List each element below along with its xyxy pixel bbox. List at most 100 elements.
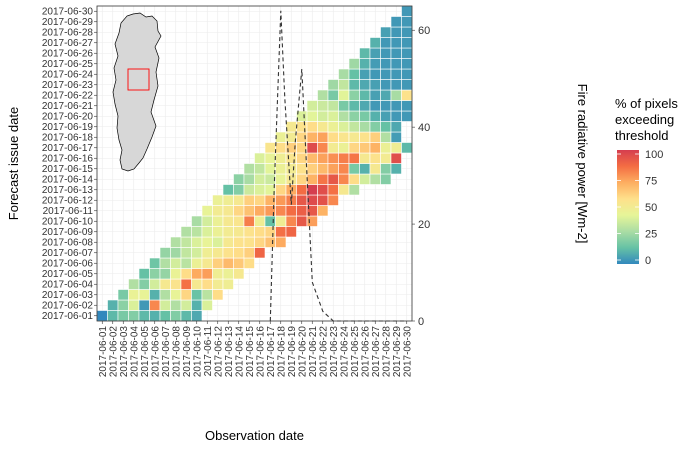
heatmap-cell [180,289,192,301]
heatmap-cell [380,110,392,122]
y-axis-title: Forecast issue date [6,107,21,220]
heatmap-cell [390,16,402,28]
heatmap-cell [317,100,329,112]
x-tick-label: 2017-06-06 [150,326,161,378]
heatmap-cell [222,278,234,290]
heatmap-cell [401,47,413,59]
heatmap-cell [296,163,308,175]
x-tick-label: 2017-06-28 [381,326,392,378]
heatmap-cell [243,163,255,175]
heatmap-cell [233,226,245,238]
heatmap-cell [369,152,381,164]
y2-tick-label: 40 [418,122,430,134]
heatmap-cell [390,58,402,70]
heatmap-cell [359,58,371,70]
heatmap-cell [369,89,381,101]
heatmap-cell [380,121,392,133]
heatmap-cell [380,58,392,70]
heatmap-cell [390,79,402,91]
heatmap-cell [233,173,245,185]
heatmap-cell [201,278,213,290]
heatmap-cell [359,47,371,59]
heatmap-cell [390,142,402,154]
heatmap-cell [201,236,213,248]
heatmap-cell [390,68,402,80]
heatmap-cell [201,247,213,259]
heatmap-cell [254,247,266,259]
heatmap-cell [306,184,318,196]
heatmap-cell [327,194,339,206]
y-tick-label: 2017-06-20 [42,112,94,123]
heatmap-cell [390,89,402,101]
heatmap-cell [306,110,318,122]
heatmap-cell [348,163,360,175]
heatmap-cell [327,173,339,185]
heatmap-cell [222,226,234,238]
heatmap-cell [327,142,339,154]
heatmap-cell [138,289,150,301]
heatmap-cell [222,184,234,196]
heatmap-cell [149,257,161,269]
heatmap-cell [390,110,402,122]
heatmap-cell [327,121,339,133]
x-tick-label: 2017-06-11 [203,326,214,377]
heatmap-cell [401,110,413,122]
heatmap-cell [243,247,255,259]
x-tick-label: 2017-06-12 [213,326,224,378]
heatmap-cell [348,110,360,122]
heatmap-cell [275,142,287,154]
heatmap-cell [212,257,224,269]
heatmap-cell [159,289,171,301]
x-tick-label: 2017-06-17 [266,326,277,378]
heatmap-cell [327,152,339,164]
heatmap-cell [390,163,402,175]
heatmap-cell [380,131,392,143]
heatmap-cell [380,26,392,38]
heatmap-cell [180,236,192,248]
heatmap-cell [369,131,381,143]
heatmap-cell [180,247,192,259]
heatmap-cell [390,100,402,112]
heatmap-cell [170,257,182,269]
heatmap-cell [285,205,297,217]
heatmap-cell [380,142,392,154]
heatmap-cell [359,110,371,122]
heatmap-cell [369,47,381,59]
heatmap-cell [317,110,329,122]
heatmap-cell [327,110,339,122]
heatmap-cell [348,68,360,80]
heatmap-cell [191,310,203,322]
y-tick-label: 2017-06-18 [42,133,94,144]
heatmap-cell [159,278,171,290]
heatmap-cell [338,79,350,91]
heatmap-cell [390,152,402,164]
y-tick-label: 2017-06-12 [42,196,94,207]
heatmap-cell [285,163,297,175]
y-tick-label: 2017-06-30 [42,7,94,18]
y-tick-label: 2017-06-07 [42,248,94,259]
heatmap-cell [296,152,308,164]
x-tick-label: 2017-06-21 [308,326,319,378]
heatmap-cell [275,194,287,206]
heatmap-cell [348,89,360,101]
heatmap-cell [359,152,371,164]
heatmap-cell [96,310,108,322]
heatmap-cell [107,310,119,322]
y-tick-label: 2017-06-10 [42,217,94,228]
legend-tick-label: 25 [645,229,657,241]
heatmap-cell [254,163,266,175]
heatmap-cell [138,268,150,280]
heatmap-cell [296,205,308,217]
heatmap-cell [317,184,329,196]
x-tick-label: 2017-06-24 [339,326,350,378]
heatmap-cell [390,131,402,143]
x-tick-label: 2017-06-27 [371,326,382,378]
x-tick-label: 2017-06-09 [182,326,193,378]
heatmap-cell [212,278,224,290]
heatmap-cell [296,121,308,133]
heatmap-cell [264,236,276,248]
heatmap-cell [264,226,276,238]
legend-tick-label: 0 [645,255,651,267]
heatmap-cell [359,100,371,112]
